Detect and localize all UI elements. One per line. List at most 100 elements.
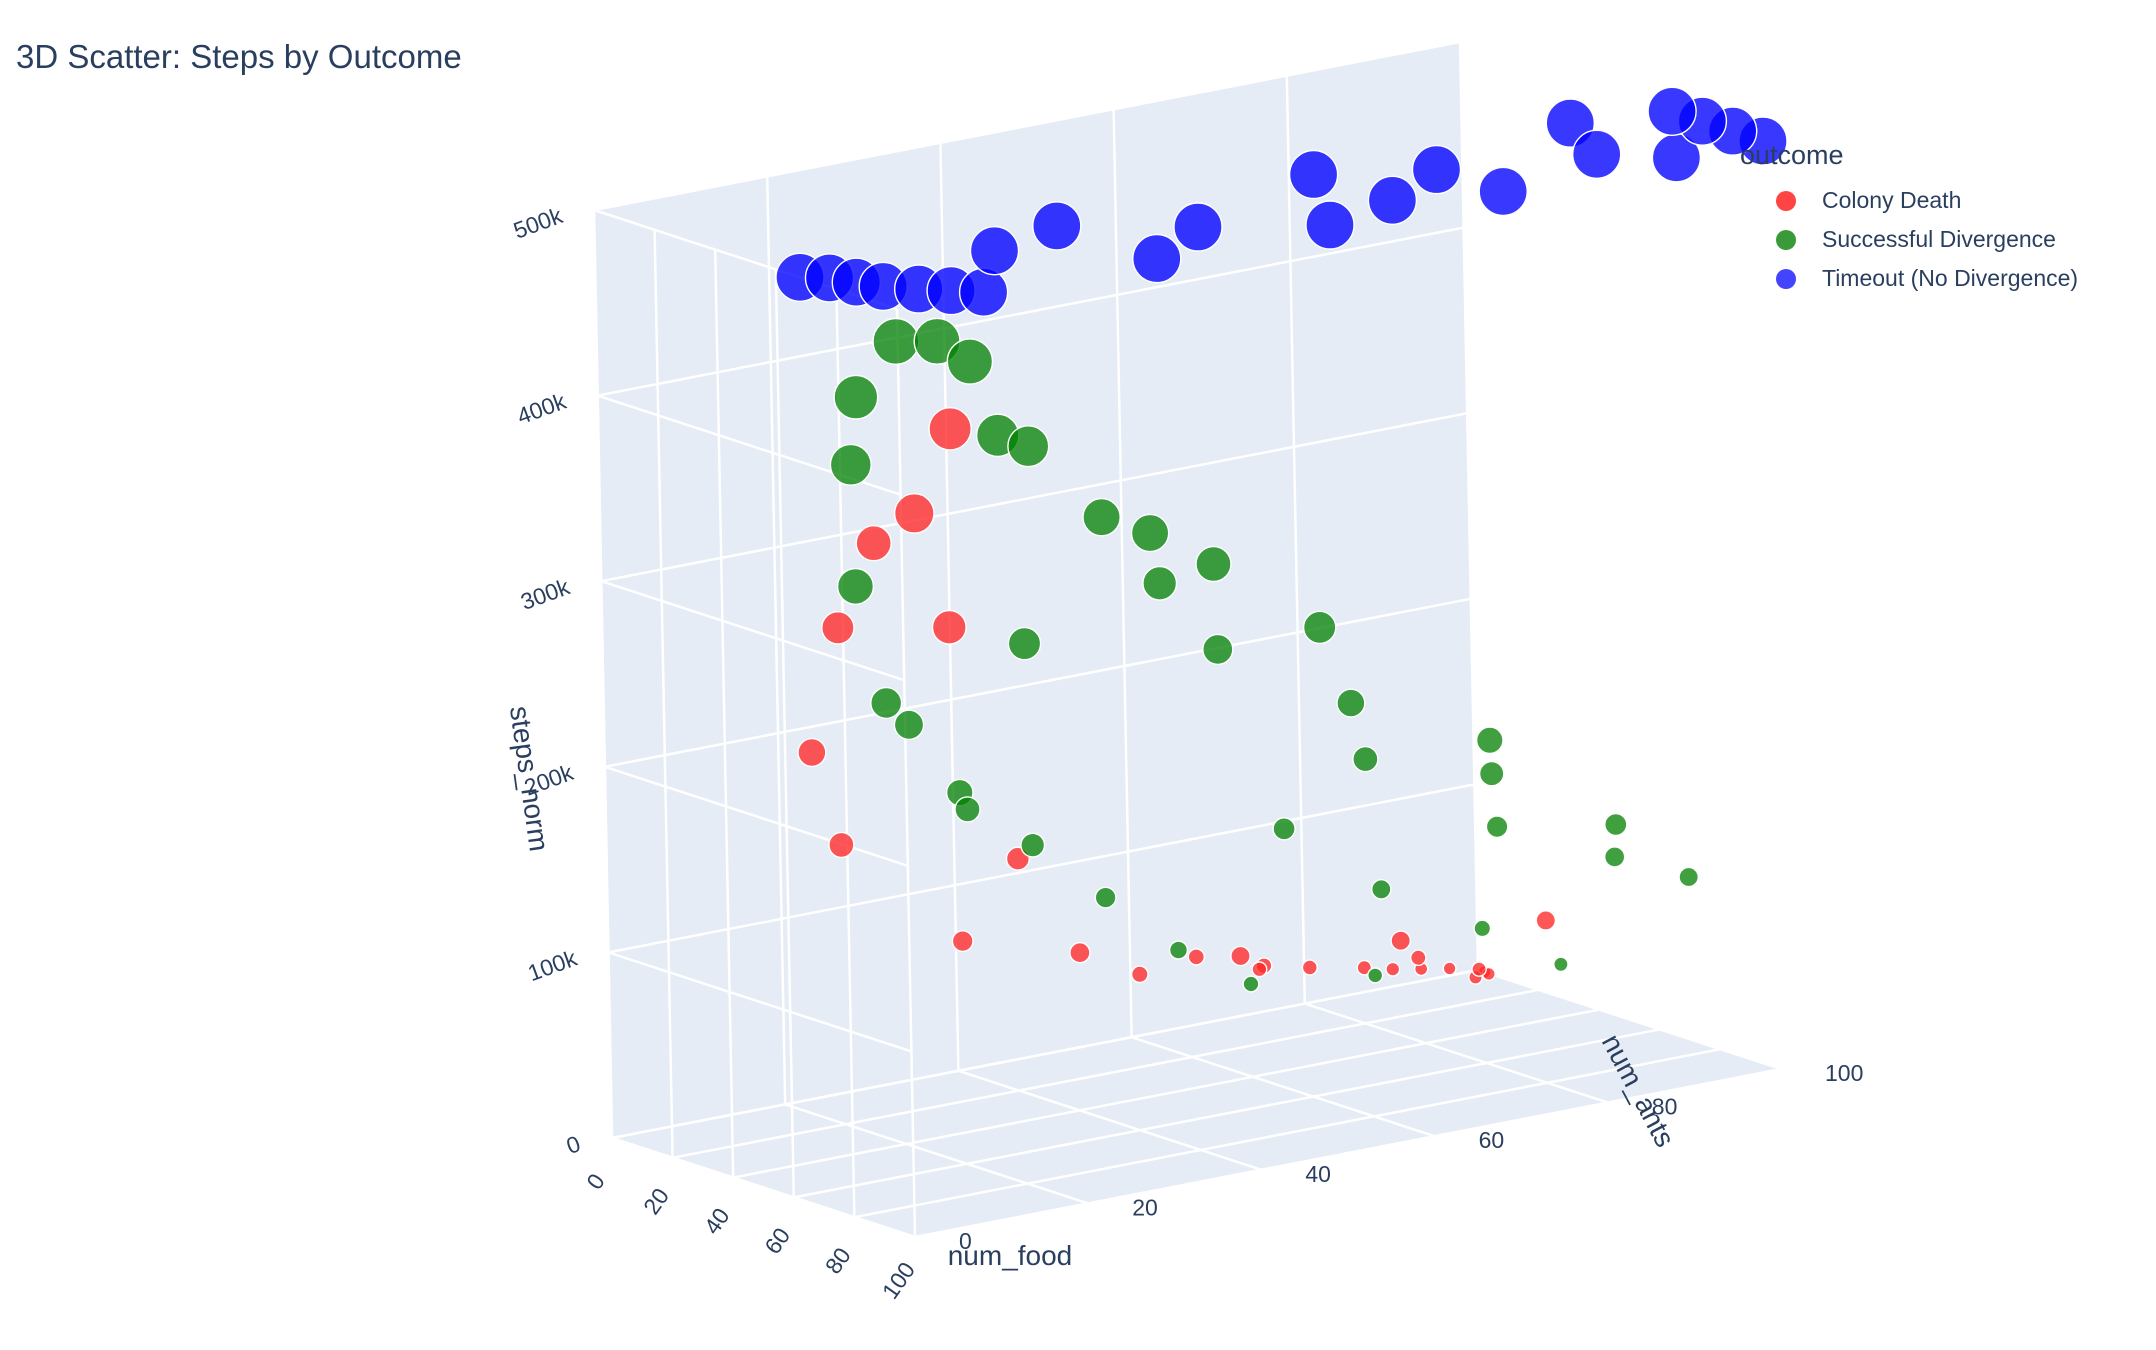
x-tick-label: 80 bbox=[820, 1243, 856, 1279]
grid-line-y bbox=[1285, 75, 1307, 1004]
grid-line-y bbox=[784, 1103, 1089, 1205]
x-axis-title: num_food bbox=[948, 1240, 1073, 1271]
data-point-successful-divergence bbox=[1371, 879, 1392, 900]
data-point-successful-divergence bbox=[893, 709, 925, 741]
y-tick-label: 80 bbox=[1652, 1094, 1678, 1120]
data-point-colony-death bbox=[1301, 959, 1318, 976]
data-point-colony-death bbox=[828, 831, 855, 859]
data-point-timeout-no-divergence bbox=[1288, 149, 1339, 200]
z-tick-label: 0 bbox=[563, 1130, 584, 1159]
grid-line-z bbox=[600, 580, 905, 682]
legend-label: Timeout (No Divergence) bbox=[1822, 265, 2079, 291]
data-point-successful-divergence bbox=[872, 317, 920, 365]
grid-lines bbox=[592, 40, 1782, 1239]
side-pane bbox=[594, 42, 1478, 1138]
legend-label: Colony Death bbox=[1822, 187, 1962, 213]
data-point-colony-death bbox=[855, 525, 892, 562]
grid-line-y bbox=[765, 176, 787, 1105]
data-point-colony-death bbox=[893, 493, 935, 534]
grid-line-z bbox=[611, 968, 1479, 1140]
data-point-colony-death bbox=[1390, 930, 1411, 952]
z-tick-label: 100k bbox=[524, 944, 580, 986]
chart-title: 3D Scatter: Steps by Outcome bbox=[16, 38, 462, 75]
legend-item-timeout[interactable]: Timeout (No Divergence) bbox=[1740, 259, 2078, 298]
data-point-successful-divergence bbox=[1094, 886, 1117, 909]
grid-line-z bbox=[611, 1136, 916, 1239]
grid-line-x bbox=[914, 1067, 1782, 1239]
data-point-timeout-no-divergence bbox=[958, 267, 1009, 317]
data-point-colony-death bbox=[1251, 961, 1268, 978]
data-point-timeout-no-divergence bbox=[969, 225, 1020, 276]
data-point-successful-divergence bbox=[1603, 846, 1626, 868]
data-point-colony-death bbox=[928, 406, 972, 451]
grid-line-z bbox=[604, 765, 909, 867]
grid-line-x bbox=[732, 1008, 1600, 1179]
grid-line-x bbox=[854, 1047, 1721, 1219]
data-point-successful-divergence bbox=[1168, 940, 1189, 960]
grid-line-z bbox=[597, 226, 1464, 397]
legend-item-colony-death[interactable]: Colony Death bbox=[1740, 181, 2078, 220]
data-point-timeout-no-divergence bbox=[1173, 202, 1223, 252]
grid-line-z bbox=[600, 411, 1468, 583]
data-point-successful-divergence bbox=[1007, 626, 1042, 661]
x-tick-label: 40 bbox=[699, 1203, 735, 1239]
data-point-successful-divergence bbox=[1272, 817, 1296, 841]
data-point-colony-death bbox=[1230, 945, 1251, 967]
data-point-colony-death bbox=[951, 930, 974, 953]
data-point-colony-death bbox=[821, 611, 855, 645]
data-point-successful-divergence bbox=[1478, 760, 1505, 787]
y-tick-label: 0 bbox=[959, 1228, 972, 1254]
data-point-timeout-no-divergence bbox=[1571, 129, 1622, 180]
grid-line-z bbox=[608, 951, 912, 1053]
grid-line-z bbox=[593, 40, 1461, 212]
y-tick-label: 40 bbox=[1305, 1161, 1331, 1187]
axis-panes bbox=[594, 42, 1781, 1237]
grid-line-x bbox=[713, 249, 735, 1178]
data-point-colony-death bbox=[1069, 942, 1091, 964]
data-point-successful-divergence bbox=[1202, 633, 1234, 666]
data-point-timeout-no-divergence bbox=[1132, 233, 1182, 284]
y-tick-label: 20 bbox=[1132, 1194, 1158, 1220]
data-point-successful-divergence bbox=[829, 443, 872, 486]
grid-line-x bbox=[774, 269, 796, 1198]
x-tick-label: 100 bbox=[877, 1257, 920, 1303]
data-point-successful-divergence bbox=[1475, 726, 1504, 755]
data-point-colony-death bbox=[1130, 965, 1149, 984]
data-point-colony-death bbox=[1356, 959, 1373, 976]
grid-line-x bbox=[672, 988, 1539, 1160]
data-point-colony-death bbox=[1535, 910, 1557, 931]
data-point-successful-divergence bbox=[1082, 497, 1121, 537]
grid-line-z bbox=[608, 783, 1475, 954]
data-point-colony-death bbox=[797, 737, 827, 768]
data-point-successful-divergence bbox=[1195, 545, 1232, 583]
grid-line-y bbox=[958, 1069, 1262, 1171]
data-point-timeout-no-divergence bbox=[1032, 201, 1082, 251]
data-point-successful-divergence bbox=[1367, 967, 1384, 984]
legend: outcome Colony Death Successful Divergen… bbox=[1740, 140, 2078, 298]
data-point-successful-divergence bbox=[1007, 425, 1050, 468]
data-point-timeout-no-divergence bbox=[1647, 86, 1697, 137]
legend-item-successful-divergence[interactable]: Successful Divergence bbox=[1740, 220, 2078, 259]
data-points bbox=[775, 86, 1788, 993]
z-tick-label: 400k bbox=[514, 388, 570, 430]
legend-label: Successful Divergence bbox=[1822, 226, 2056, 252]
data-point-timeout-no-divergence bbox=[1367, 175, 1418, 226]
data-point-successful-divergence bbox=[1604, 812, 1628, 837]
grid-line-y bbox=[1477, 968, 1782, 1071]
data-point-successful-divergence bbox=[1352, 745, 1379, 773]
data-point-successful-divergence bbox=[1020, 832, 1046, 858]
data-point-timeout-no-divergence bbox=[1305, 200, 1355, 250]
data-point-successful-divergence bbox=[1485, 815, 1509, 839]
data-point-successful-divergence bbox=[1473, 919, 1492, 938]
data-point-successful-divergence bbox=[833, 374, 879, 420]
data-point-successful-divergence bbox=[1130, 513, 1170, 553]
data-point-successful-divergence bbox=[1553, 956, 1569, 973]
z-tick-label: 300k bbox=[517, 573, 573, 615]
grid-line-y bbox=[1131, 1036, 1435, 1138]
data-point-successful-divergence bbox=[1336, 688, 1366, 718]
grid-line-y bbox=[1304, 1002, 1609, 1104]
grid-line-y bbox=[1458, 41, 1480, 971]
data-point-colony-death bbox=[1385, 961, 1401, 977]
data-point-successful-divergence bbox=[1242, 975, 1260, 993]
